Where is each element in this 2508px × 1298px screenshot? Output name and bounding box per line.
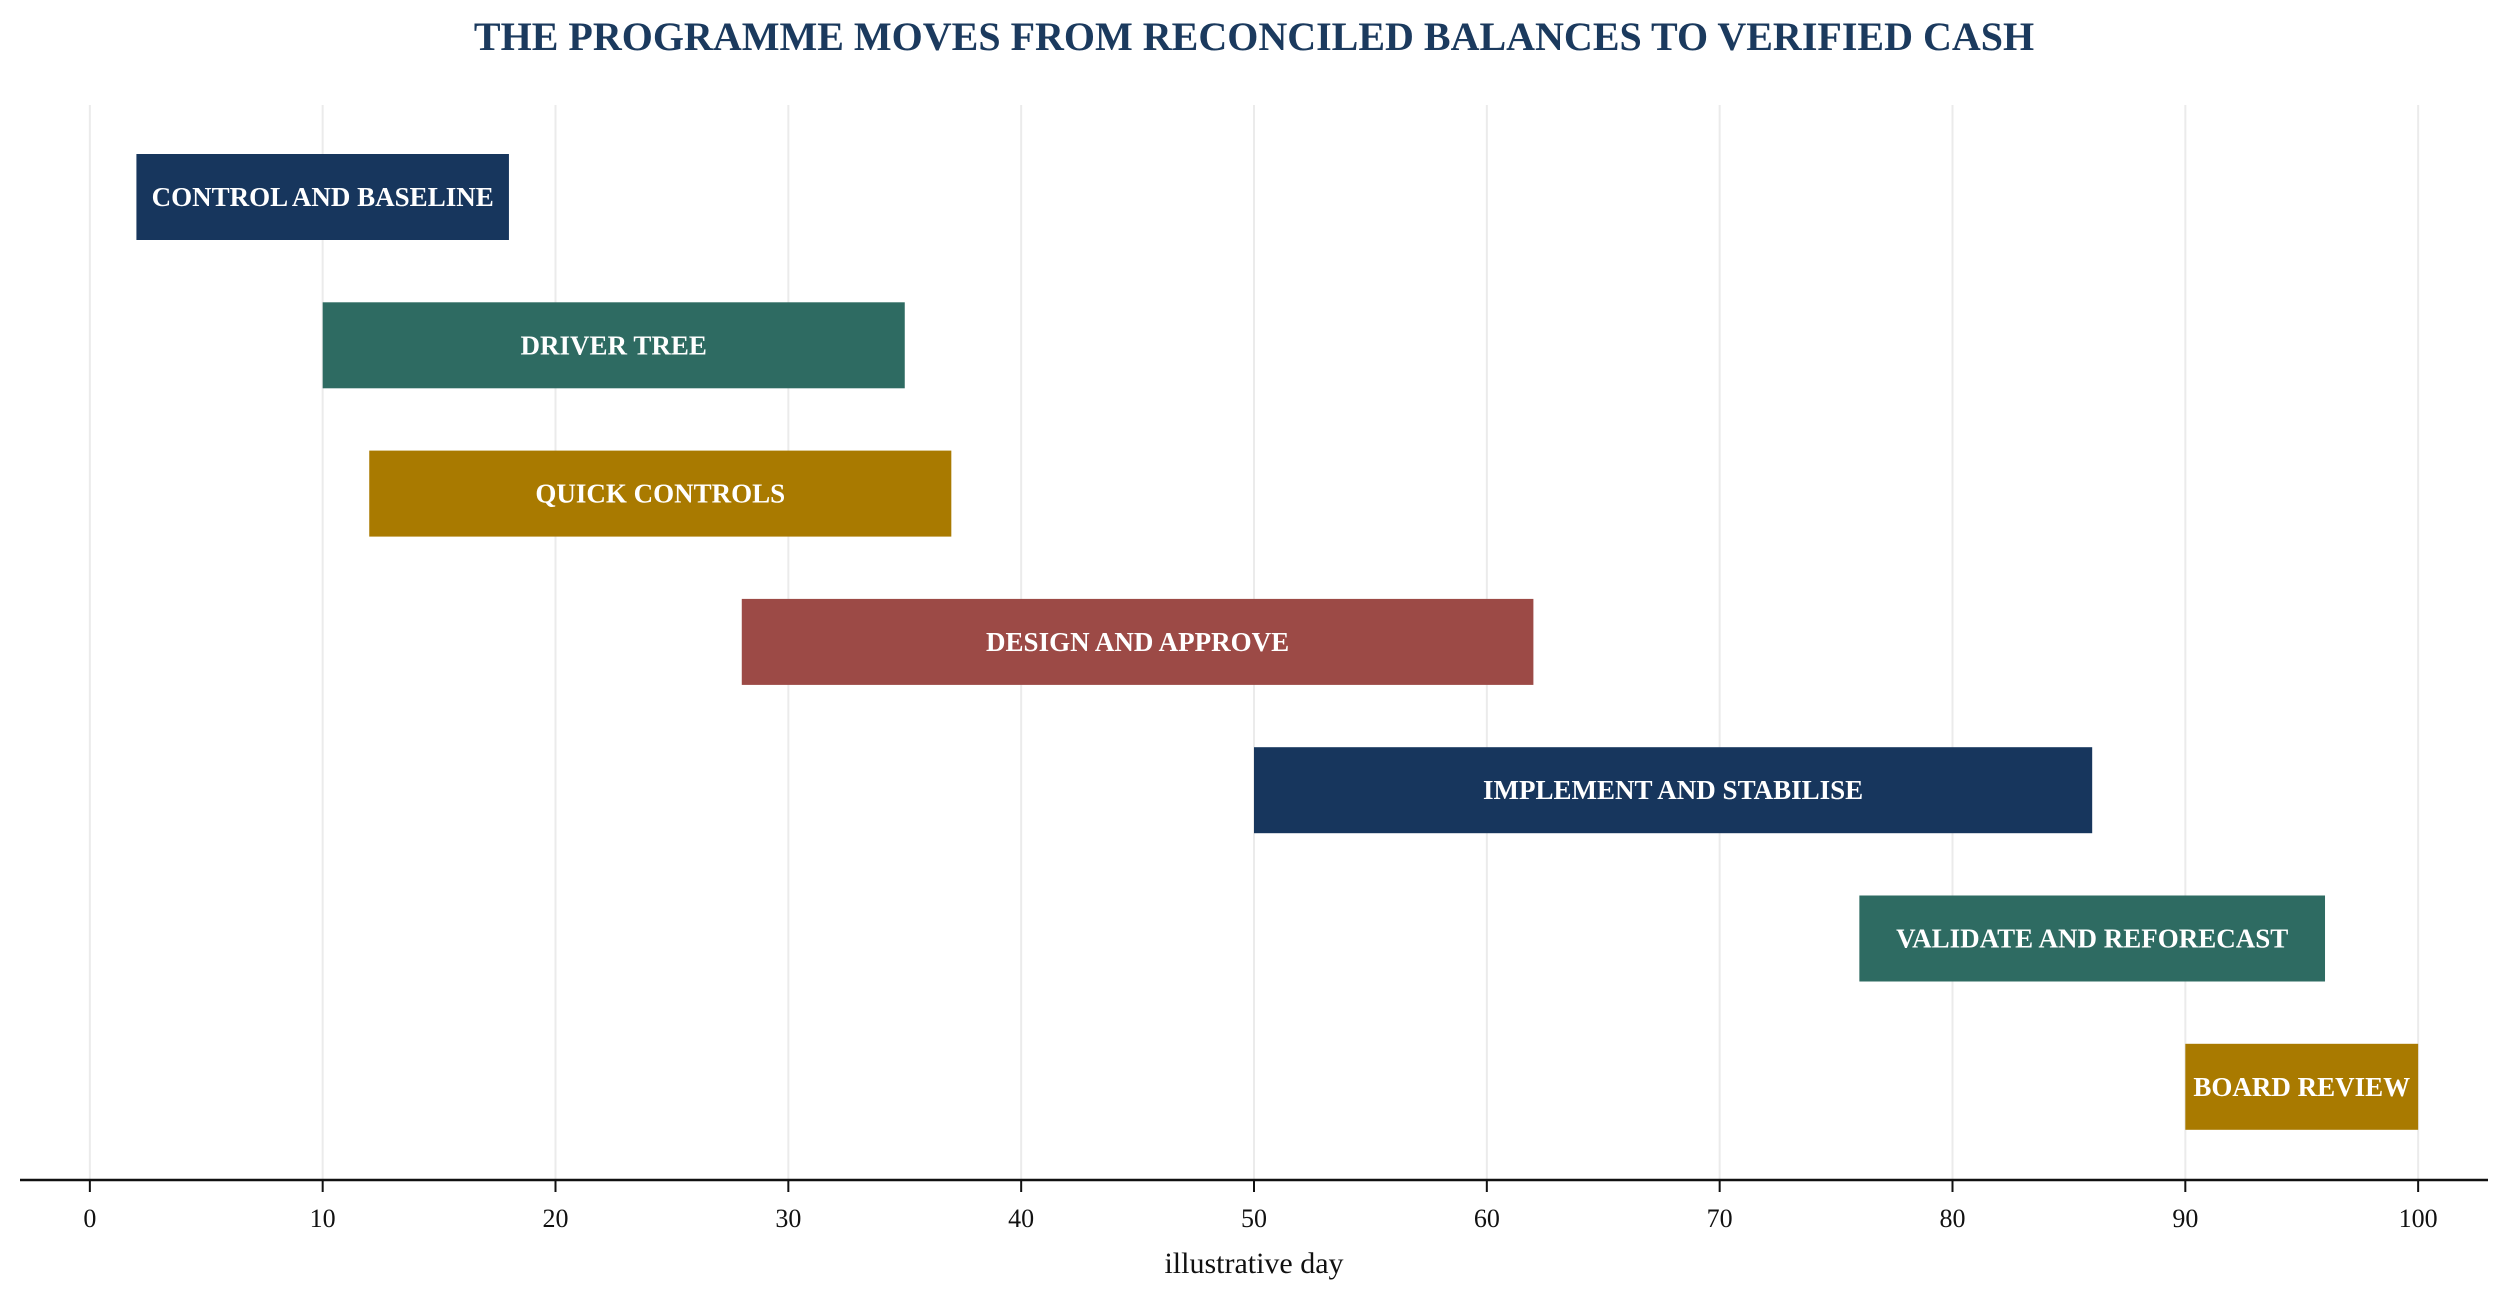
bar-label-3: QUICK CONTROLS	[535, 479, 785, 509]
x-tick-label-50: 50	[1241, 1204, 1267, 1233]
x-axis: 0 10 20 30 40 50 60 70 80 90 100	[20, 1178, 2488, 1233]
x-tick-label-0: 0	[83, 1204, 96, 1233]
bar-3	[369, 450, 952, 537]
x-tick-label-10: 10	[310, 1204, 336, 1233]
bar-2	[322, 302, 905, 389]
bar-label-4: DESIGN AND APPROVE	[986, 627, 1289, 657]
bar-label-2: DRIVER TREE	[521, 330, 707, 360]
bar-5	[1254, 747, 2093, 834]
chart-title: THE PROGRAMME MOVES FROM RECONCILED BALA…	[474, 14, 2034, 59]
bar-1	[136, 154, 509, 240]
x-tick-label-30: 30	[775, 1204, 801, 1233]
bar-label-1: CONTROL AND BASELINE	[152, 182, 494, 212]
x-axis-label: illustrative day	[1164, 1247, 1343, 1280]
bar-6	[1859, 895, 2326, 982]
x-tick-label-40: 40	[1008, 1204, 1034, 1233]
x-tick-label-90: 90	[2172, 1204, 2198, 1233]
bar-labels: CONTROL AND BASELINE DRIVER TREE QUICK CON…	[152, 182, 2410, 1102]
x-tick-label-80: 80	[1939, 1204, 1965, 1233]
bars	[136, 154, 2419, 1130]
x-tick-label-20: 20	[543, 1204, 569, 1233]
bar-label-7: BOARD REVIEW	[2193, 1072, 2410, 1102]
bar-4	[741, 598, 1534, 685]
x-tick-label-60: 60	[1474, 1204, 1500, 1233]
x-tick-label-100: 100	[2399, 1204, 2438, 1233]
bar-label-5: IMPLEMENT AND STABILISE	[1483, 775, 1863, 805]
bar-label-6: VALIDATE AND REFORECAST	[1896, 924, 2288, 954]
bar-7	[2185, 1043, 2419, 1130]
x-tick-label-70: 70	[1707, 1204, 1733, 1233]
